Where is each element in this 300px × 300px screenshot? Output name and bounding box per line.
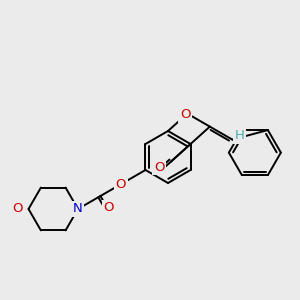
Text: H: H — [234, 129, 244, 142]
Text: O: O — [116, 178, 126, 190]
Text: O: O — [154, 160, 165, 174]
Text: O: O — [180, 108, 190, 121]
Text: O: O — [104, 201, 114, 214]
Text: N: N — [73, 202, 83, 215]
Text: O: O — [12, 202, 22, 215]
